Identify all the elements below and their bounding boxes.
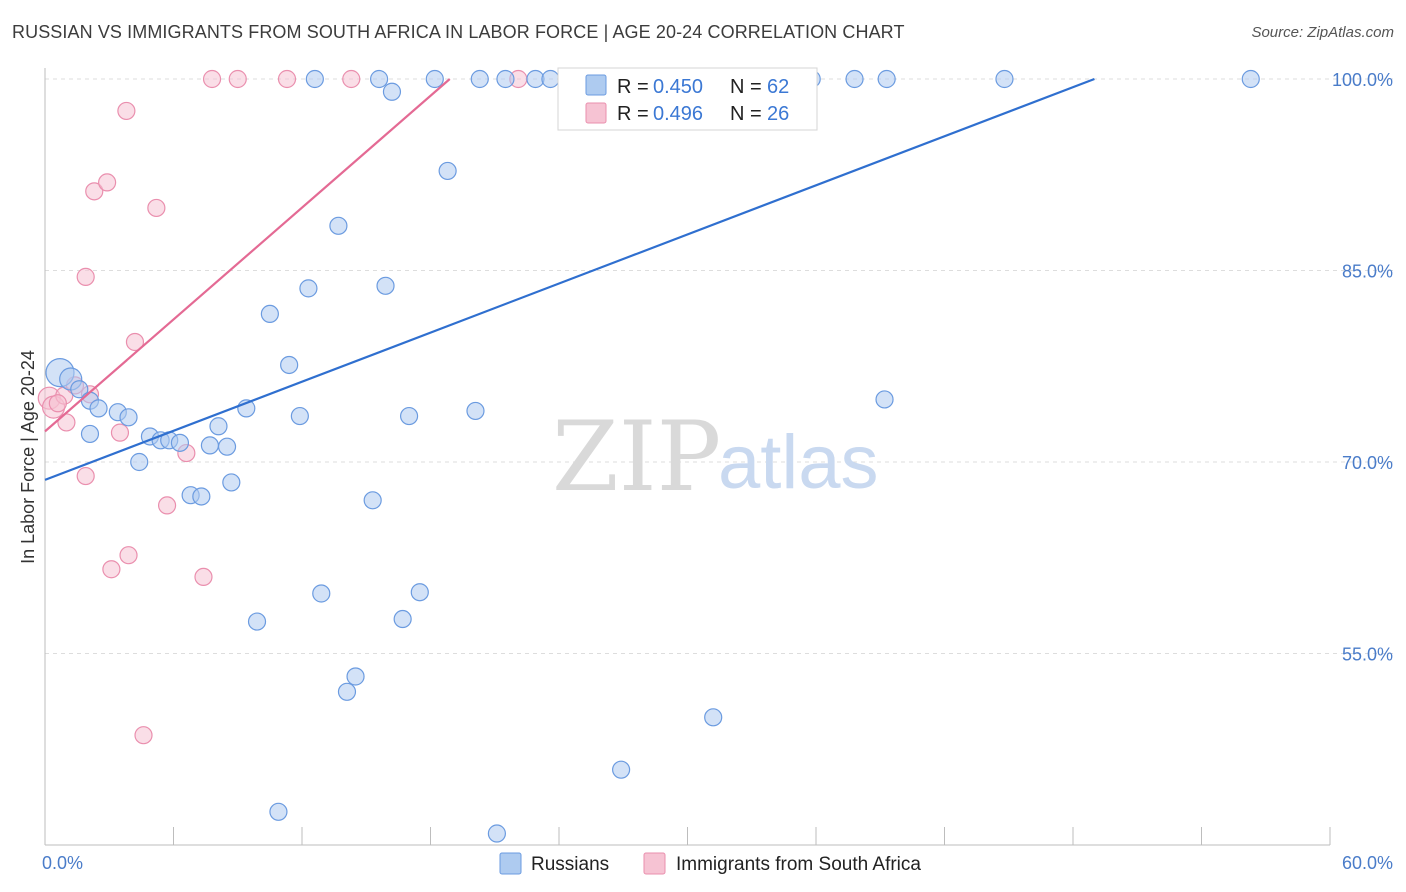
russians-point [346,667,365,686]
y-tick-label: 100.0% [1332,70,1393,90]
south-africa-point [76,466,95,486]
russians-point [875,390,894,409]
russians-point [269,802,288,821]
legend-n-value-south-africa: 26 [767,103,789,125]
y-tick-label: 55.0% [1342,645,1393,665]
russians-point [704,708,723,727]
south-africa-point [147,198,166,218]
south-africa-point [194,567,213,587]
series-legend-label-russians: Russians [531,854,609,875]
legend-n-label-south-africa: N = [730,103,762,125]
stats-legend: R = 0.450 N = 62 R = 0.496 N = 26 [557,67,818,131]
russians-point [376,276,395,295]
legend-r-label-russians: R = [617,76,649,98]
south-africa-point [125,332,145,352]
russians-point [299,279,318,298]
russians-point [305,69,324,89]
russians-point [260,304,279,324]
russians-point [290,406,309,426]
south-africa-point [202,69,222,89]
legend-swatch-south-africa [585,102,607,124]
south-africa-point [277,69,297,89]
russians-point [80,424,100,444]
south-africa-point [119,546,138,565]
russians-point [370,69,389,89]
russians-point [70,380,89,399]
russians-point [425,69,444,89]
russians-point [487,824,506,843]
russians-point [845,69,864,89]
russians-point [217,437,237,456]
legend-n-label-russians: N = [730,76,762,98]
series-legend-label-south-africa: Immigrants from South Africa [676,854,921,875]
russians-point [337,682,357,701]
watermark-zip: ZIP [552,401,721,513]
x-tick-label-min: 0.0% [42,853,83,873]
watermark: ZIP atlas [552,401,879,513]
axes-layer: 55.0% 70.0% 85.0% 100.0% [44,68,1393,846]
russians-point [466,401,485,421]
y-tick-label: 85.0% [1342,262,1393,282]
south-africa-point [85,182,104,201]
south-africa-point [110,423,130,442]
legend-r-value-russians: 0.450 [653,76,703,98]
russians-point [1241,69,1260,89]
y-tick-label: 70.0% [1342,453,1393,473]
x-tick-label-max: 60.0% [1342,853,1393,873]
series-legend-swatch-south-africa [643,852,666,875]
south-africa-point [134,726,153,745]
watermark-atlas: atlas [718,420,879,505]
chart-source: Source: ZipAtlas.com [1251,24,1394,41]
south-africa-point [342,69,361,89]
russians-point [382,82,402,101]
grid-layer [45,78,1393,654]
legend-r-label-south-africa: R = [617,103,649,125]
russians-point [200,436,220,455]
russians-point [247,612,267,631]
russians-point [496,69,515,89]
south-africa-point [48,394,67,413]
russians-point [329,216,348,235]
russians-point [119,408,138,427]
south-africa-point [98,173,117,192]
russians-point [399,406,419,426]
russians-point [541,69,560,89]
south-africa-point [102,560,121,579]
russians-point [170,433,190,452]
russians-point [410,583,429,602]
series-legend-swatch-russians [499,852,522,875]
chart-title: RUSSIAN VS IMMIGRANTS FROM SOUTH AFRICA … [12,22,905,42]
legend-swatch-russians [585,74,607,96]
south-africa-point [76,267,95,286]
russians-point [470,69,489,89]
russians-point [995,69,1014,89]
russians-point [280,355,299,375]
russians-point [209,417,228,436]
south-africa-trend-line [44,78,451,433]
russians-point [363,491,382,510]
trend-layer [44,77,1095,481]
russians-point [89,399,108,418]
russians-point [192,487,211,506]
russians-point [877,69,896,89]
south-africa-point [157,496,177,515]
legend-r-value-south-africa: 0.496 [653,103,703,125]
russians-point [612,760,631,779]
russians-point [222,473,241,492]
south-africa-point [117,101,136,121]
south-africa-point [228,69,247,89]
legend-n-value-russians: 62 [767,76,789,98]
russians-trend-line [44,77,1095,481]
russians-point [393,609,412,629]
russians-point [130,452,149,472]
russians-point [438,161,457,181]
russians-point [312,584,331,603]
series-legend: Russians Immigrants from South Africa [499,852,921,875]
y-axis-title: In Labor Force | Age 20-24 [18,350,38,564]
